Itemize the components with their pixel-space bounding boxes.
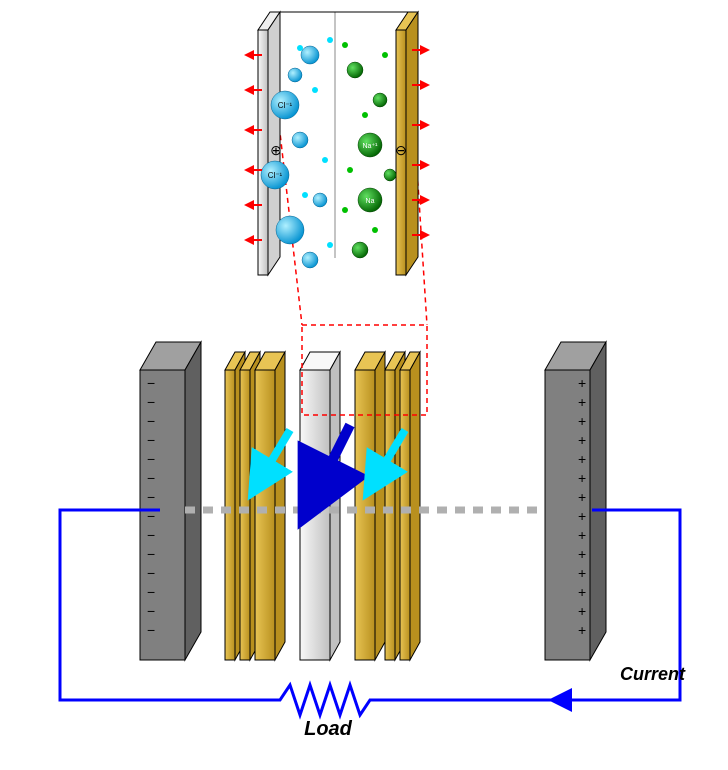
svg-text:−: − [147, 413, 155, 429]
inset-view: ⊕ ⊖ Cl⁻¹ Cl⁻¹ Na⁺¹ Na [248, 12, 426, 275]
svg-text:−: − [147, 622, 155, 638]
svg-text:−: − [147, 375, 155, 391]
svg-text:−: − [147, 546, 155, 562]
right-grey-electrode: + + + + + + + + + + + + + + [545, 342, 606, 660]
svg-text:−: − [147, 489, 155, 505]
svg-text:+: + [578, 508, 586, 524]
svg-text:−: − [147, 584, 155, 600]
svg-text:+: + [578, 432, 586, 448]
svg-text:+: + [578, 394, 586, 410]
current-label: Current [620, 664, 686, 684]
svg-text:+: + [578, 603, 586, 619]
svg-text:+: + [578, 470, 586, 486]
svg-text:+: + [578, 622, 586, 638]
svg-text:−: − [147, 527, 155, 543]
svg-text:+: + [578, 565, 586, 581]
diagram: −−−−−−−−−−−−−− ++++++++++++++ [0, 0, 728, 770]
cl-label-2: Cl⁻¹ [268, 171, 283, 180]
svg-text:+: + [578, 451, 586, 467]
load-label: Load [304, 718, 353, 740]
svg-text:−: − [147, 603, 155, 619]
svg-text:−: − [147, 432, 155, 448]
na-plus-label: Na⁺¹ [363, 143, 379, 150]
svg-text:+: + [578, 527, 586, 543]
left-grey-electrode: −−−−−−−−−−−−−− [140, 342, 201, 660]
svg-text:+: + [578, 375, 586, 391]
svg-text:−: − [147, 394, 155, 410]
svg-text:+: + [578, 489, 586, 505]
inset-left-plate-front [258, 30, 268, 275]
svg-text:+: + [578, 584, 586, 600]
svg-text:+: + [578, 413, 586, 429]
svg-text:−: − [147, 470, 155, 486]
center-plate-stack [225, 352, 420, 660]
svg-text:+: + [578, 546, 586, 562]
inset-minus-sign: ⊖ [395, 142, 407, 158]
na-label: Na [366, 198, 375, 205]
svg-text:−: − [147, 565, 155, 581]
svg-text:−: − [147, 451, 155, 467]
cl-label-1: Cl⁻¹ [278, 101, 293, 110]
inset-plus-sign: ⊕ [270, 142, 282, 158]
